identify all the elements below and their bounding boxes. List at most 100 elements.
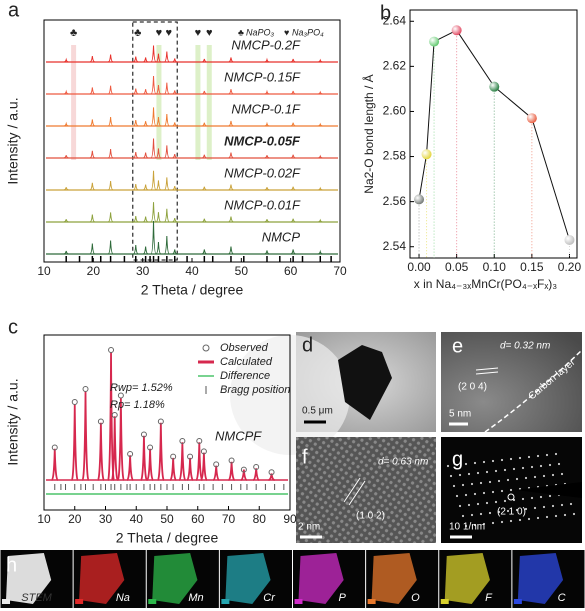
spot: [473, 461, 477, 465]
observed-point: [97, 418, 104, 425]
spot: [533, 475, 537, 479]
peak: [228, 57, 234, 63]
spot: [476, 471, 480, 475]
peak: [264, 121, 270, 127]
x-tick-label: 0.15: [520, 260, 544, 274]
annotation: NMCPF: [215, 428, 262, 443]
phase-marker: ♥: [195, 27, 202, 39]
peak: [228, 184, 234, 191]
plane-label: (2 0 4): [458, 382, 487, 393]
plot-frame: [409, 9, 578, 259]
map-particle: [298, 553, 344, 604]
spot: [503, 468, 507, 472]
spot: [473, 523, 477, 527]
series-label: NMCP-0.1F: [231, 101, 301, 116]
beam-stop: [515, 482, 582, 498]
peak: [150, 220, 157, 255]
spot: [461, 483, 465, 487]
spot: [467, 503, 471, 507]
peak: [172, 249, 178, 255]
panel-label: e: [452, 335, 463, 357]
peak: [172, 186, 178, 191]
series-label: NMCP-0.05F: [224, 133, 301, 148]
phase-marker: ♣: [134, 27, 141, 39]
spot: [530, 496, 534, 500]
series-label: NMCP: [262, 229, 301, 244]
spot: [455, 463, 459, 467]
hrtem-image: [441, 332, 582, 432]
panel-label: d: [302, 334, 313, 356]
spot: [458, 504, 462, 508]
peak: [172, 58, 178, 63]
panel-e: e d= 0.32 nm (2 0 4) Carbon layer 5 nm: [441, 332, 583, 433]
spot: [521, 466, 525, 470]
peak: [268, 473, 275, 481]
peak: [200, 452, 208, 481]
spot: [539, 464, 543, 468]
spot: [446, 464, 450, 468]
series-label: NMCP-0.02F: [224, 165, 301, 180]
observed-point: [253, 464, 260, 470]
observed-point: [117, 392, 124, 399]
spot: [500, 520, 504, 524]
spot: [536, 516, 540, 520]
spot: [506, 478, 510, 482]
series-label: NMCP-0.01F: [224, 197, 301, 212]
scale-label: 2 nm: [298, 522, 320, 533]
legend-label: Difference: [220, 370, 270, 382]
map-particle: [517, 553, 564, 604]
spot: [554, 514, 558, 518]
observed-point: [111, 412, 118, 418]
peak: [63, 155, 69, 159]
data-point: [421, 149, 432, 160]
peak: [201, 58, 207, 63]
peak: [317, 58, 323, 63]
peak: [172, 122, 178, 127]
spot: [494, 500, 498, 504]
peak: [107, 148, 114, 159]
spot: [569, 502, 573, 506]
spot-mark: [507, 493, 515, 501]
observed-point: [157, 418, 164, 425]
peak: [126, 455, 134, 481]
peak: [172, 90, 178, 95]
map-particle: [6, 553, 52, 604]
map-label: Mn: [188, 592, 203, 604]
x-tick-label: 60: [191, 512, 205, 526]
peak: [96, 422, 105, 481]
legend-symbol: ♥: [284, 27, 289, 37]
spot: [518, 456, 522, 460]
spot: [449, 474, 453, 478]
peak: [264, 187, 270, 191]
peak: [164, 82, 170, 95]
peak: [240, 469, 248, 481]
peak: [143, 89, 149, 95]
observed-point: [179, 438, 186, 444]
spot: [464, 524, 468, 528]
spacing-label: d= 0.63 nm: [378, 457, 428, 468]
spot: [512, 467, 516, 471]
peak: [252, 468, 260, 481]
x-tick-label: 70: [333, 264, 347, 278]
x-axis-label: x in Na₄₋₃ₓMnCr(PO₄₋ₓFₓ)₃: [414, 277, 558, 291]
peak: [164, 113, 170, 127]
spot: [551, 473, 555, 477]
spot: [497, 510, 501, 514]
peak: [169, 457, 177, 481]
plane-label: (2 1 0): [497, 507, 526, 518]
spot: [524, 507, 528, 511]
phase-marker: ♥: [166, 27, 173, 39]
legend-label: NaPO₃: [246, 27, 275, 37]
observed-point: [71, 399, 78, 405]
spot: [515, 477, 519, 481]
y-axis-label: Intensity / a.u.: [5, 97, 21, 184]
map-swatch: [294, 599, 303, 604]
peak: [228, 246, 234, 255]
phase-marker: ♥: [156, 27, 163, 39]
spot: [503, 499, 507, 503]
peak: [317, 154, 323, 159]
observed-point: [240, 466, 247, 473]
peak: [290, 218, 296, 223]
peak: [155, 212, 162, 223]
annotation: Rp= 1.18%: [110, 399, 165, 411]
